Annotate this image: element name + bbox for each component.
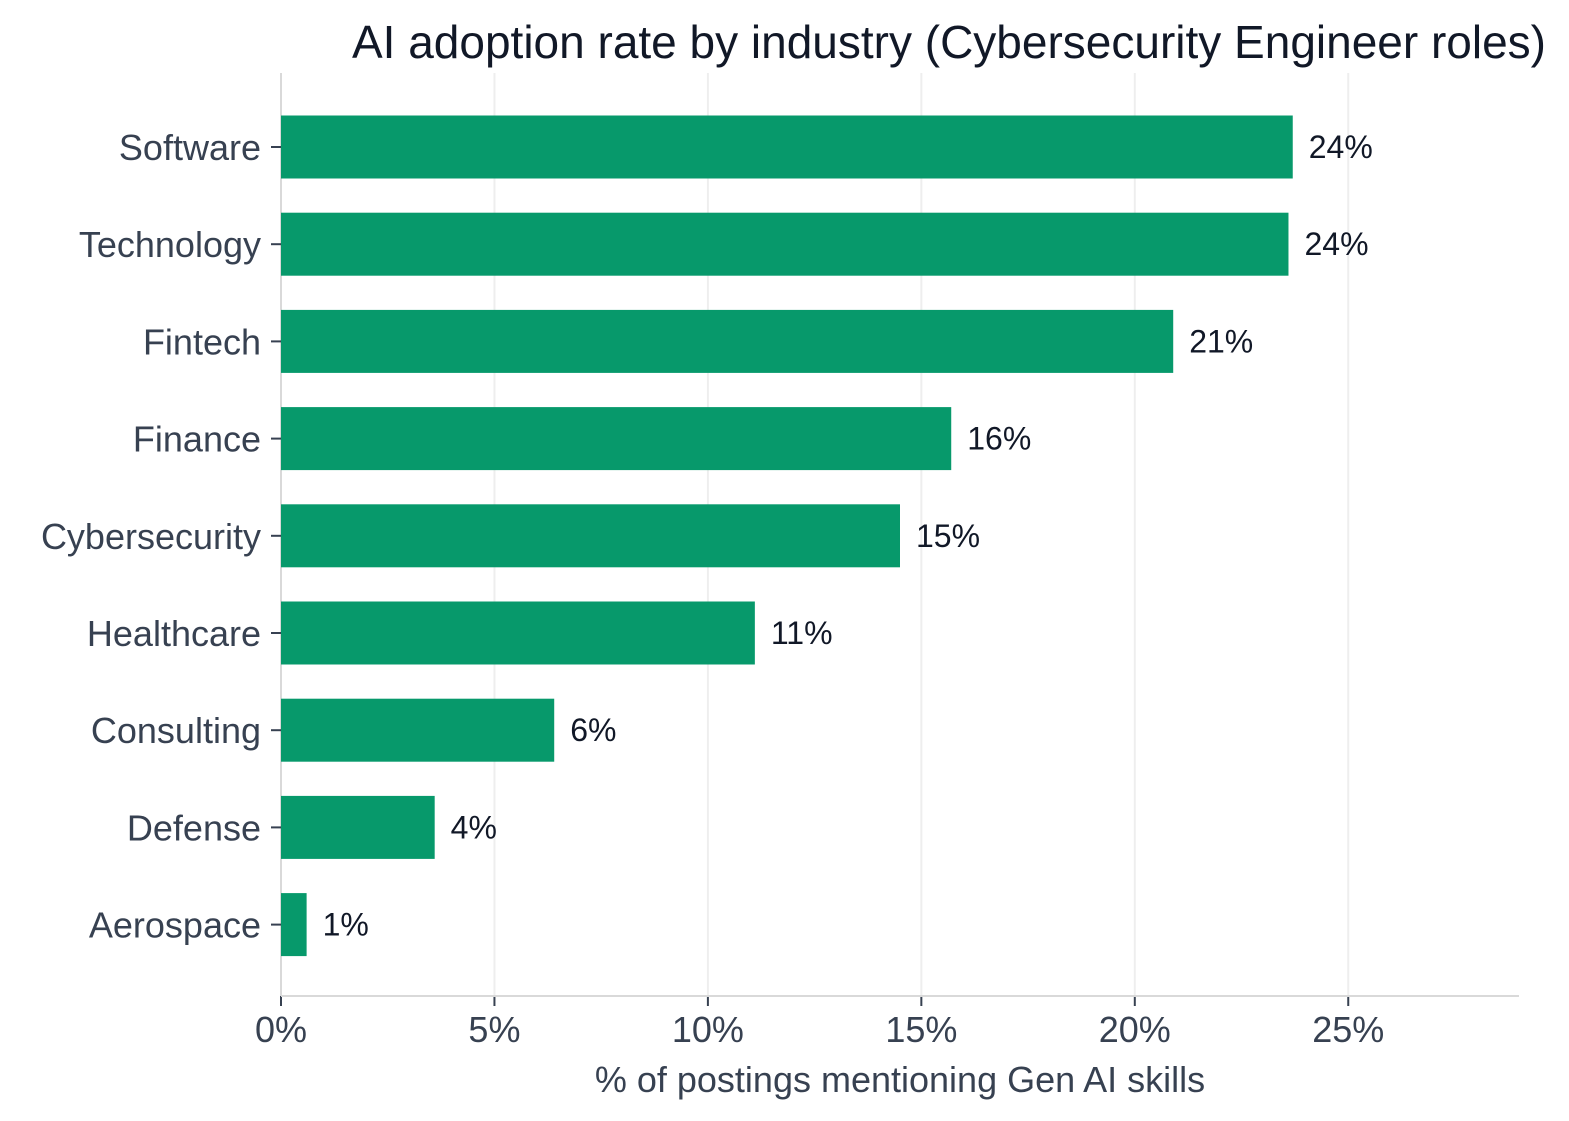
chart-title: AI adoption rate by industry (Cybersecur… (352, 16, 1546, 68)
category-label: Cybersecurity (41, 516, 261, 557)
x-axis-label: % of postings mentioning Gen AI skills (595, 1059, 1205, 1100)
bar-fintech (281, 309, 1174, 373)
bars (281, 115, 1293, 957)
x-tick-label: 10% (672, 1009, 744, 1050)
bar-software (281, 115, 1293, 179)
category-label: Aerospace (89, 905, 261, 946)
category-label: Defense (127, 807, 261, 848)
data-label: 24% (1304, 226, 1368, 262)
bar-aerospace (281, 893, 307, 957)
category-label: Technology (79, 224, 261, 265)
category-label: Healthcare (87, 613, 261, 654)
x-tick-label: 25% (1312, 1009, 1384, 1050)
bar-cybersecurity (281, 504, 900, 568)
data-label: 4% (451, 809, 497, 845)
category-label: Consulting (91, 710, 261, 751)
data-label: 24% (1309, 129, 1373, 165)
data-label: 6% (570, 712, 616, 748)
data-label: 21% (1189, 323, 1253, 359)
bar-healthcare (281, 601, 755, 665)
data-label: 15% (916, 518, 980, 554)
data-label: 1% (323, 907, 369, 943)
bar-consulting (281, 698, 555, 762)
category-label: Software (119, 127, 261, 168)
x-tick-label: 0% (255, 1009, 307, 1050)
bar-technology (281, 212, 1289, 276)
data-label: 16% (967, 421, 1031, 457)
x-tick-label: 15% (885, 1009, 957, 1050)
bar-defense (281, 795, 435, 859)
category-label: Fintech (143, 321, 261, 362)
bar-finance (281, 407, 952, 471)
labels: 0% 5% 10% 15% 20% 25% Software 24% Technology 24%… (41, 127, 1384, 1050)
data-label: 11% (771, 615, 833, 651)
x-tick-label: 20% (1099, 1009, 1171, 1050)
x-tick-label: 5% (468, 1009, 520, 1050)
category-label: Finance (133, 419, 261, 460)
